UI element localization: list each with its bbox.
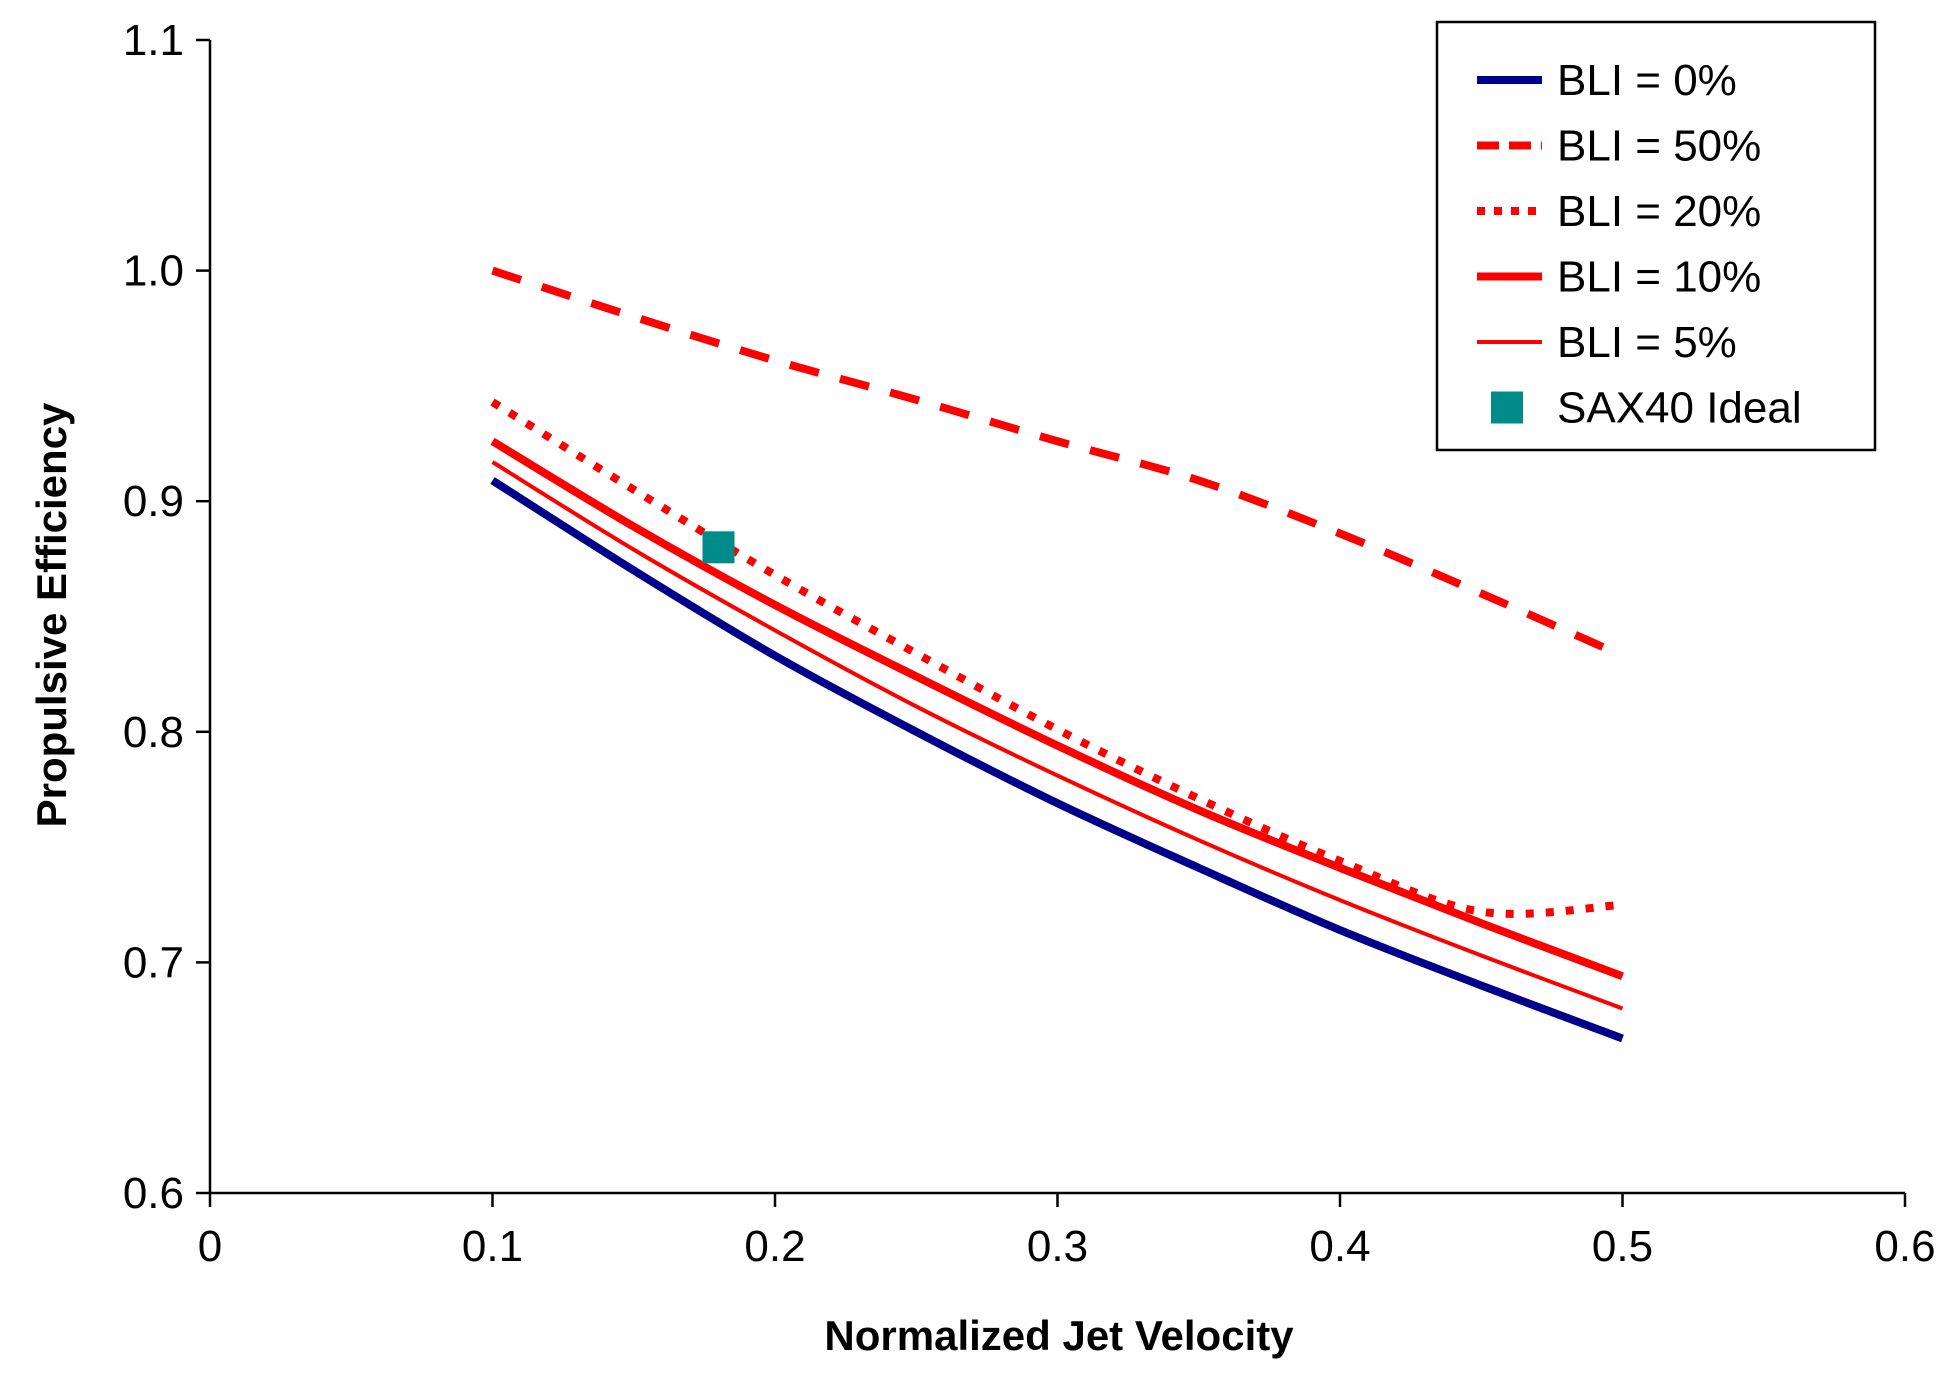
legend-entry: BLI = 50%: [1477, 122, 1761, 171]
y-tick-label: 1.0: [123, 247, 184, 296]
legend-entry: BLI = 5%: [1477, 318, 1737, 367]
legend-swatch-sax40-ideal: [1491, 391, 1523, 424]
legend: BLI = 0% BLI = 50% BLI = 20% BLI = 10% BLI =…: [1435, 20, 1877, 452]
x-tick-label: 0.4: [1309, 1222, 1370, 1271]
series-layer: [490, 266, 1625, 1043]
y-tick-label: 0.9: [123, 477, 184, 526]
x-tick-label: 0.5: [1592, 1222, 1653, 1271]
x-tick-label: 0.2: [744, 1222, 805, 1271]
series-line-bli-50: [491, 266, 1625, 660]
legend-box: [1435, 20, 1877, 452]
y-tick-label: 0.7: [123, 938, 184, 987]
legend-label: BLI = 5%: [1557, 318, 1737, 367]
marker-layer: [702, 531, 735, 564]
legend-label: SAX40 Ideal: [1557, 384, 1802, 433]
series-line-bli-0: [490, 477, 1624, 1043]
x-tick-label: 0.1: [462, 1222, 523, 1271]
y-axis-title: Propulsive Efficiency: [28, 402, 75, 827]
legend-label: BLI = 0%: [1557, 56, 1737, 105]
marker-sax40-ideal: [702, 531, 735, 564]
y-tick-label: 1.1: [123, 16, 184, 65]
x-axis-title: Normalized Jet Velocity: [824, 1312, 1294, 1359]
series-line-bli-20: [490, 398, 1623, 918]
legend-label: BLI = 20%: [1557, 187, 1761, 236]
legend-label: BLI = 10%: [1557, 253, 1761, 302]
y-tick-label: 0.8: [123, 708, 184, 757]
x-tick-label: 0.6: [1874, 1222, 1935, 1271]
legend-entry: SAX40 Ideal: [1491, 384, 1802, 433]
series-line-bli-5: [491, 460, 1624, 1011]
legend-entry: BLI = 10%: [1477, 253, 1761, 302]
series-line-bli-10: [490, 437, 1624, 980]
x-tick-label: 0.3: [1027, 1222, 1088, 1271]
y-tick-label: 0.6: [123, 1169, 184, 1218]
x-tick-label: 0: [198, 1222, 222, 1271]
legend-entry: BLI = 20%: [1477, 187, 1761, 236]
legend-entry: BLI = 0%: [1477, 56, 1737, 105]
legend-label: BLI = 50%: [1557, 122, 1761, 171]
chart-axes: 0 0.1 0.2 0.3 0.4 0.5 0.6 0.6 0.7 0.8 0.9 1.0 1.1: [123, 16, 1936, 1271]
